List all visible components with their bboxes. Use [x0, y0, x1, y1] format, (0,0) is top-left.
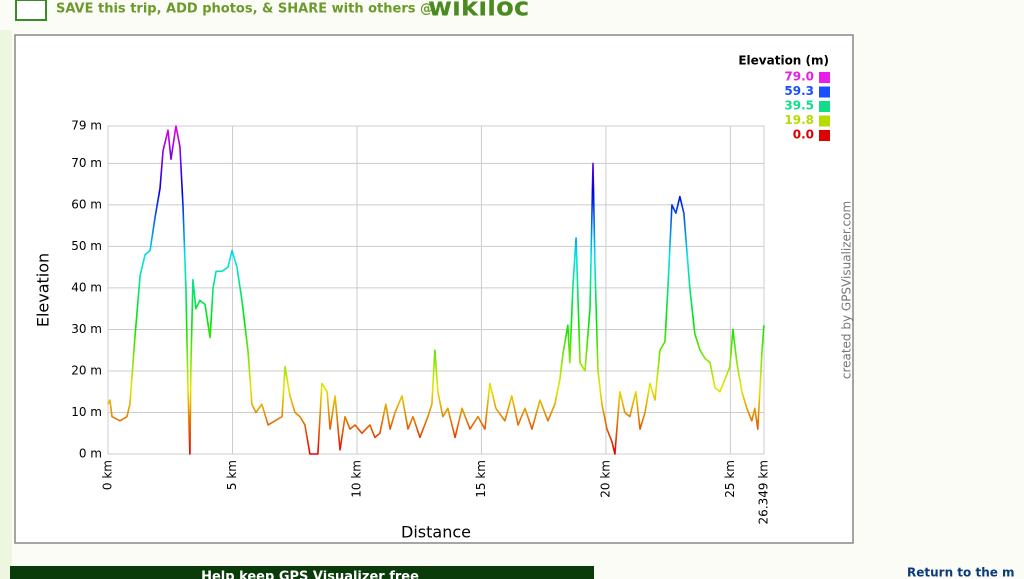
banner-text[interactable]: SAVE this trip, ADD photos, & SHARE with…	[56, 2, 433, 17]
y-tick-label: 50 m	[71, 239, 102, 253]
legend-swatch	[819, 115, 830, 127]
y-tick-label: 60 m	[71, 197, 102, 211]
y-tick-label: 79 m	[71, 119, 102, 133]
x-tick-label: 20 km	[598, 460, 612, 498]
plot-area	[107, 125, 765, 455]
legend-swatch	[819, 86, 830, 98]
legend-swatch	[819, 130, 830, 141]
y-tick-label: 10 m	[71, 405, 102, 419]
legend-title: Elevation (m)	[738, 54, 829, 68]
y-tick-label: 40 m	[71, 280, 102, 294]
legend-swatch	[819, 101, 830, 112]
y-axis-label: Elevation	[34, 253, 53, 327]
share-icon[interactable]	[15, 0, 47, 21]
legend-label: 79.0	[784, 70, 814, 84]
x-tick-label: 0 km	[101, 460, 115, 490]
x-tick-label: 5 km	[225, 460, 239, 490]
x-tick-label: 25 km	[723, 460, 737, 498]
banner-logo[interactable]: wikiloc	[428, 0, 529, 23]
donate-text[interactable]: Help keep GPS Visualizer free	[201, 570, 419, 579]
y-tick-label: 0 m	[79, 447, 102, 461]
x-tick-label: 26.349 km	[757, 460, 771, 524]
legend-label: 39.5	[784, 99, 814, 113]
y-tick-label: 20 m	[71, 363, 102, 377]
legend-label: 59.3	[784, 84, 814, 98]
legend-swatch	[819, 72, 830, 83]
legend-label: 19.8	[784, 113, 814, 127]
y-tick-label: 70 m	[71, 156, 102, 170]
x-tick-label: 15 km	[474, 460, 488, 498]
x-axis-label: Distance	[401, 523, 471, 542]
elevation-line	[107, 125, 765, 455]
credit: created by GPSVisualizer.com	[840, 201, 854, 379]
donate-bar	[10, 566, 594, 579]
y-tick-label: 30 m	[71, 322, 102, 336]
side-strip	[0, 30, 12, 579]
return-link[interactable]: Return to the m	[907, 566, 1015, 579]
legend-label: 0.0	[793, 128, 814, 142]
x-tick-label: 10 km	[349, 460, 363, 498]
